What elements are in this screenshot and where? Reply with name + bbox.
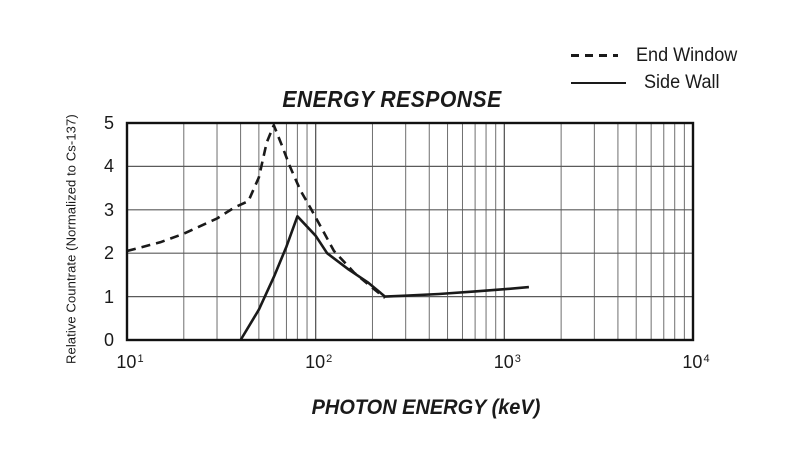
x-tick-exponent: 2 [326, 353, 333, 365]
y-tick-label: 1 [103, 286, 114, 307]
legend-label-side-wall: Side Wall [644, 71, 720, 93]
x-tick-label: 102 [289, 349, 349, 372]
y-tick-label: 4 [103, 156, 114, 177]
series-line-side-wall [239, 215, 530, 341]
legend: End Window Side Wall [571, 42, 743, 96]
legend-item-end-window: End Window [571, 42, 743, 69]
x-tick-base: 10 [305, 352, 326, 372]
y-tick-label: 3 [103, 199, 114, 220]
series-line-end-window [126, 123, 386, 299]
x-axis-label: PHOTON ENERGY (keV) [311, 396, 541, 419]
x-tick-label: 101 [100, 349, 160, 372]
y-tick-label: 2 [103, 243, 114, 264]
x-tick-base: 10 [116, 352, 137, 372]
x-tick-exponent: 3 [514, 353, 521, 365]
legend-label-end-window: End Window [636, 44, 738, 66]
y-tick-label: 0 [103, 330, 114, 350]
x-tick-base: 10 [682, 352, 703, 372]
dashed-line-sample-icon [571, 54, 618, 57]
y-tick-label: 5 [103, 113, 114, 133]
x-tick-base: 10 [493, 352, 514, 372]
x-tick-exponent: 4 [703, 353, 710, 365]
chart-title: ENERGY RESPONSE [282, 86, 502, 112]
y-axis-label: Relative Countrate (Normalized to Cs-137… [63, 114, 79, 364]
solid-line-sample-icon [571, 81, 626, 84]
x-tick-exponent: 1 [137, 353, 144, 365]
x-tick-label: 103 [477, 349, 537, 372]
x-tick-label: 104 [666, 349, 726, 372]
plot-border [125, 121, 695, 342]
legend-item-side-wall: Side Wall [571, 69, 743, 96]
